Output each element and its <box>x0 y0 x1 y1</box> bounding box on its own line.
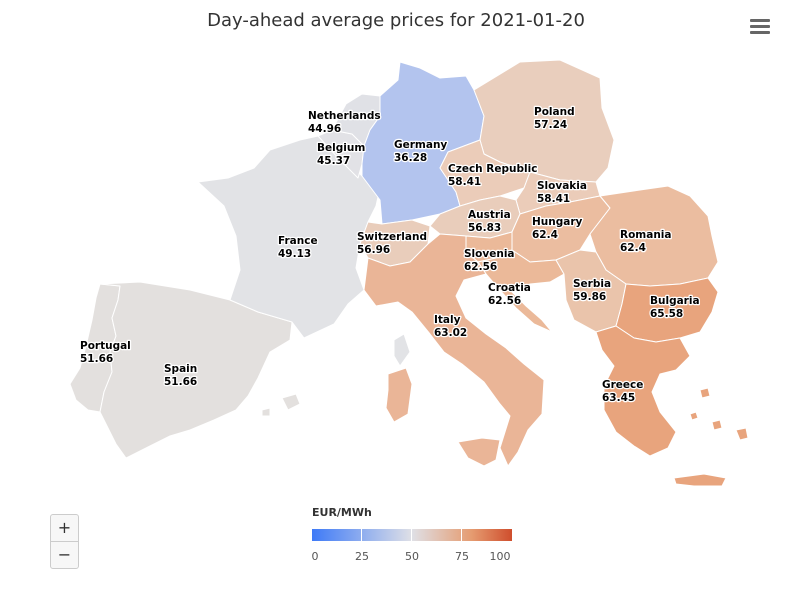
label-greece-price: 63.45 <box>602 392 635 404</box>
label-serbia-price: 59.86 <box>573 291 606 303</box>
label-romania-price: 62.4 <box>620 242 646 254</box>
label-spain-name: Spain <box>164 363 197 375</box>
label-france-name: France <box>278 235 318 247</box>
label-germany-price: 36.28 <box>394 152 427 164</box>
label-switzerland-name: Switzerland <box>357 231 427 243</box>
legend-label-75: 75 <box>455 550 469 563</box>
label-austria-price: 56.83 <box>468 222 501 234</box>
label-portugal-price: 51.66 <box>80 353 113 365</box>
label-slovenia-price: 62.56 <box>464 261 497 273</box>
label-belgium-name: Belgium <box>317 142 365 154</box>
region-sicily <box>457 437 501 467</box>
legend-label-100: 100 <box>489 550 511 563</box>
region-france[interactable] <box>197 135 381 339</box>
region-greece[interactable] <box>595 325 691 457</box>
region-croatia[interactable] <box>477 249 565 333</box>
region-balearic <box>281 393 301 411</box>
region-italy[interactable] <box>363 233 545 467</box>
label-poland-name: Poland <box>534 106 575 118</box>
label-bulgaria-price: 65.58 <box>650 308 683 320</box>
legend-label-25: 25 <box>355 550 369 563</box>
label-serbia-name: Serbia <box>573 278 611 290</box>
hamburger-menu-icon[interactable] <box>748 16 772 38</box>
label-slovakia-price: 58.41 <box>537 193 570 205</box>
label-austria-name: Austria <box>468 209 511 221</box>
legend-label-0: 0 <box>311 550 319 563</box>
label-portugal-name: Portugal <box>80 340 131 352</box>
zoom-control: + − <box>50 514 79 569</box>
region-aegean-islands <box>689 387 749 441</box>
region-sardinia <box>385 367 413 423</box>
legend-tick-75 <box>461 529 462 541</box>
label-italy-name: Italy <box>434 314 461 326</box>
label-romania-name: Romania <box>620 229 672 241</box>
legend-tick-50 <box>411 529 412 541</box>
region-crete <box>673 473 727 487</box>
legend-title: EUR/MWh <box>312 506 372 519</box>
label-netherlands-price: 44.96 <box>308 123 341 135</box>
label-netherlands-name: Netherlands <box>308 110 381 122</box>
label-greece-name: Greece <box>602 379 643 391</box>
label-hungary-name: Hungary <box>532 216 583 228</box>
label-bulgaria-name: Bulgaria <box>650 295 700 307</box>
label-croatia-price: 62.56 <box>488 295 521 307</box>
label-slovakia-name: Slovakia <box>537 180 587 192</box>
label-france-price: 49.13 <box>278 248 311 260</box>
label-czech-republic-price: 58.41 <box>448 176 481 188</box>
label-spain-price: 51.66 <box>164 376 197 388</box>
map-title: Day-ahead average prices for 2021-01-20 <box>207 10 585 31</box>
label-slovenia-name: Slovenia <box>464 248 515 260</box>
legend-tick-25 <box>361 529 362 541</box>
zoom-out-button[interactable]: − <box>57 545 72 564</box>
legend-label-50: 50 <box>405 550 419 563</box>
color-scale-bar <box>312 529 512 541</box>
zoom-in-button[interactable]: + <box>51 515 78 542</box>
region-corsica <box>393 333 411 367</box>
label-germany-name: Germany <box>394 139 447 151</box>
label-croatia-name: Croatia <box>488 282 531 294</box>
label-italy-price: 63.02 <box>434 327 467 339</box>
label-belgium-price: 45.37 <box>317 155 350 167</box>
region-balearic-2 <box>261 407 271 417</box>
label-czech-republic-name: Czech Republic <box>448 163 537 175</box>
label-hungary-price: 62.4 <box>532 229 558 241</box>
label-switzerland-price: 56.96 <box>357 244 390 256</box>
label-poland-price: 57.24 <box>534 119 567 131</box>
